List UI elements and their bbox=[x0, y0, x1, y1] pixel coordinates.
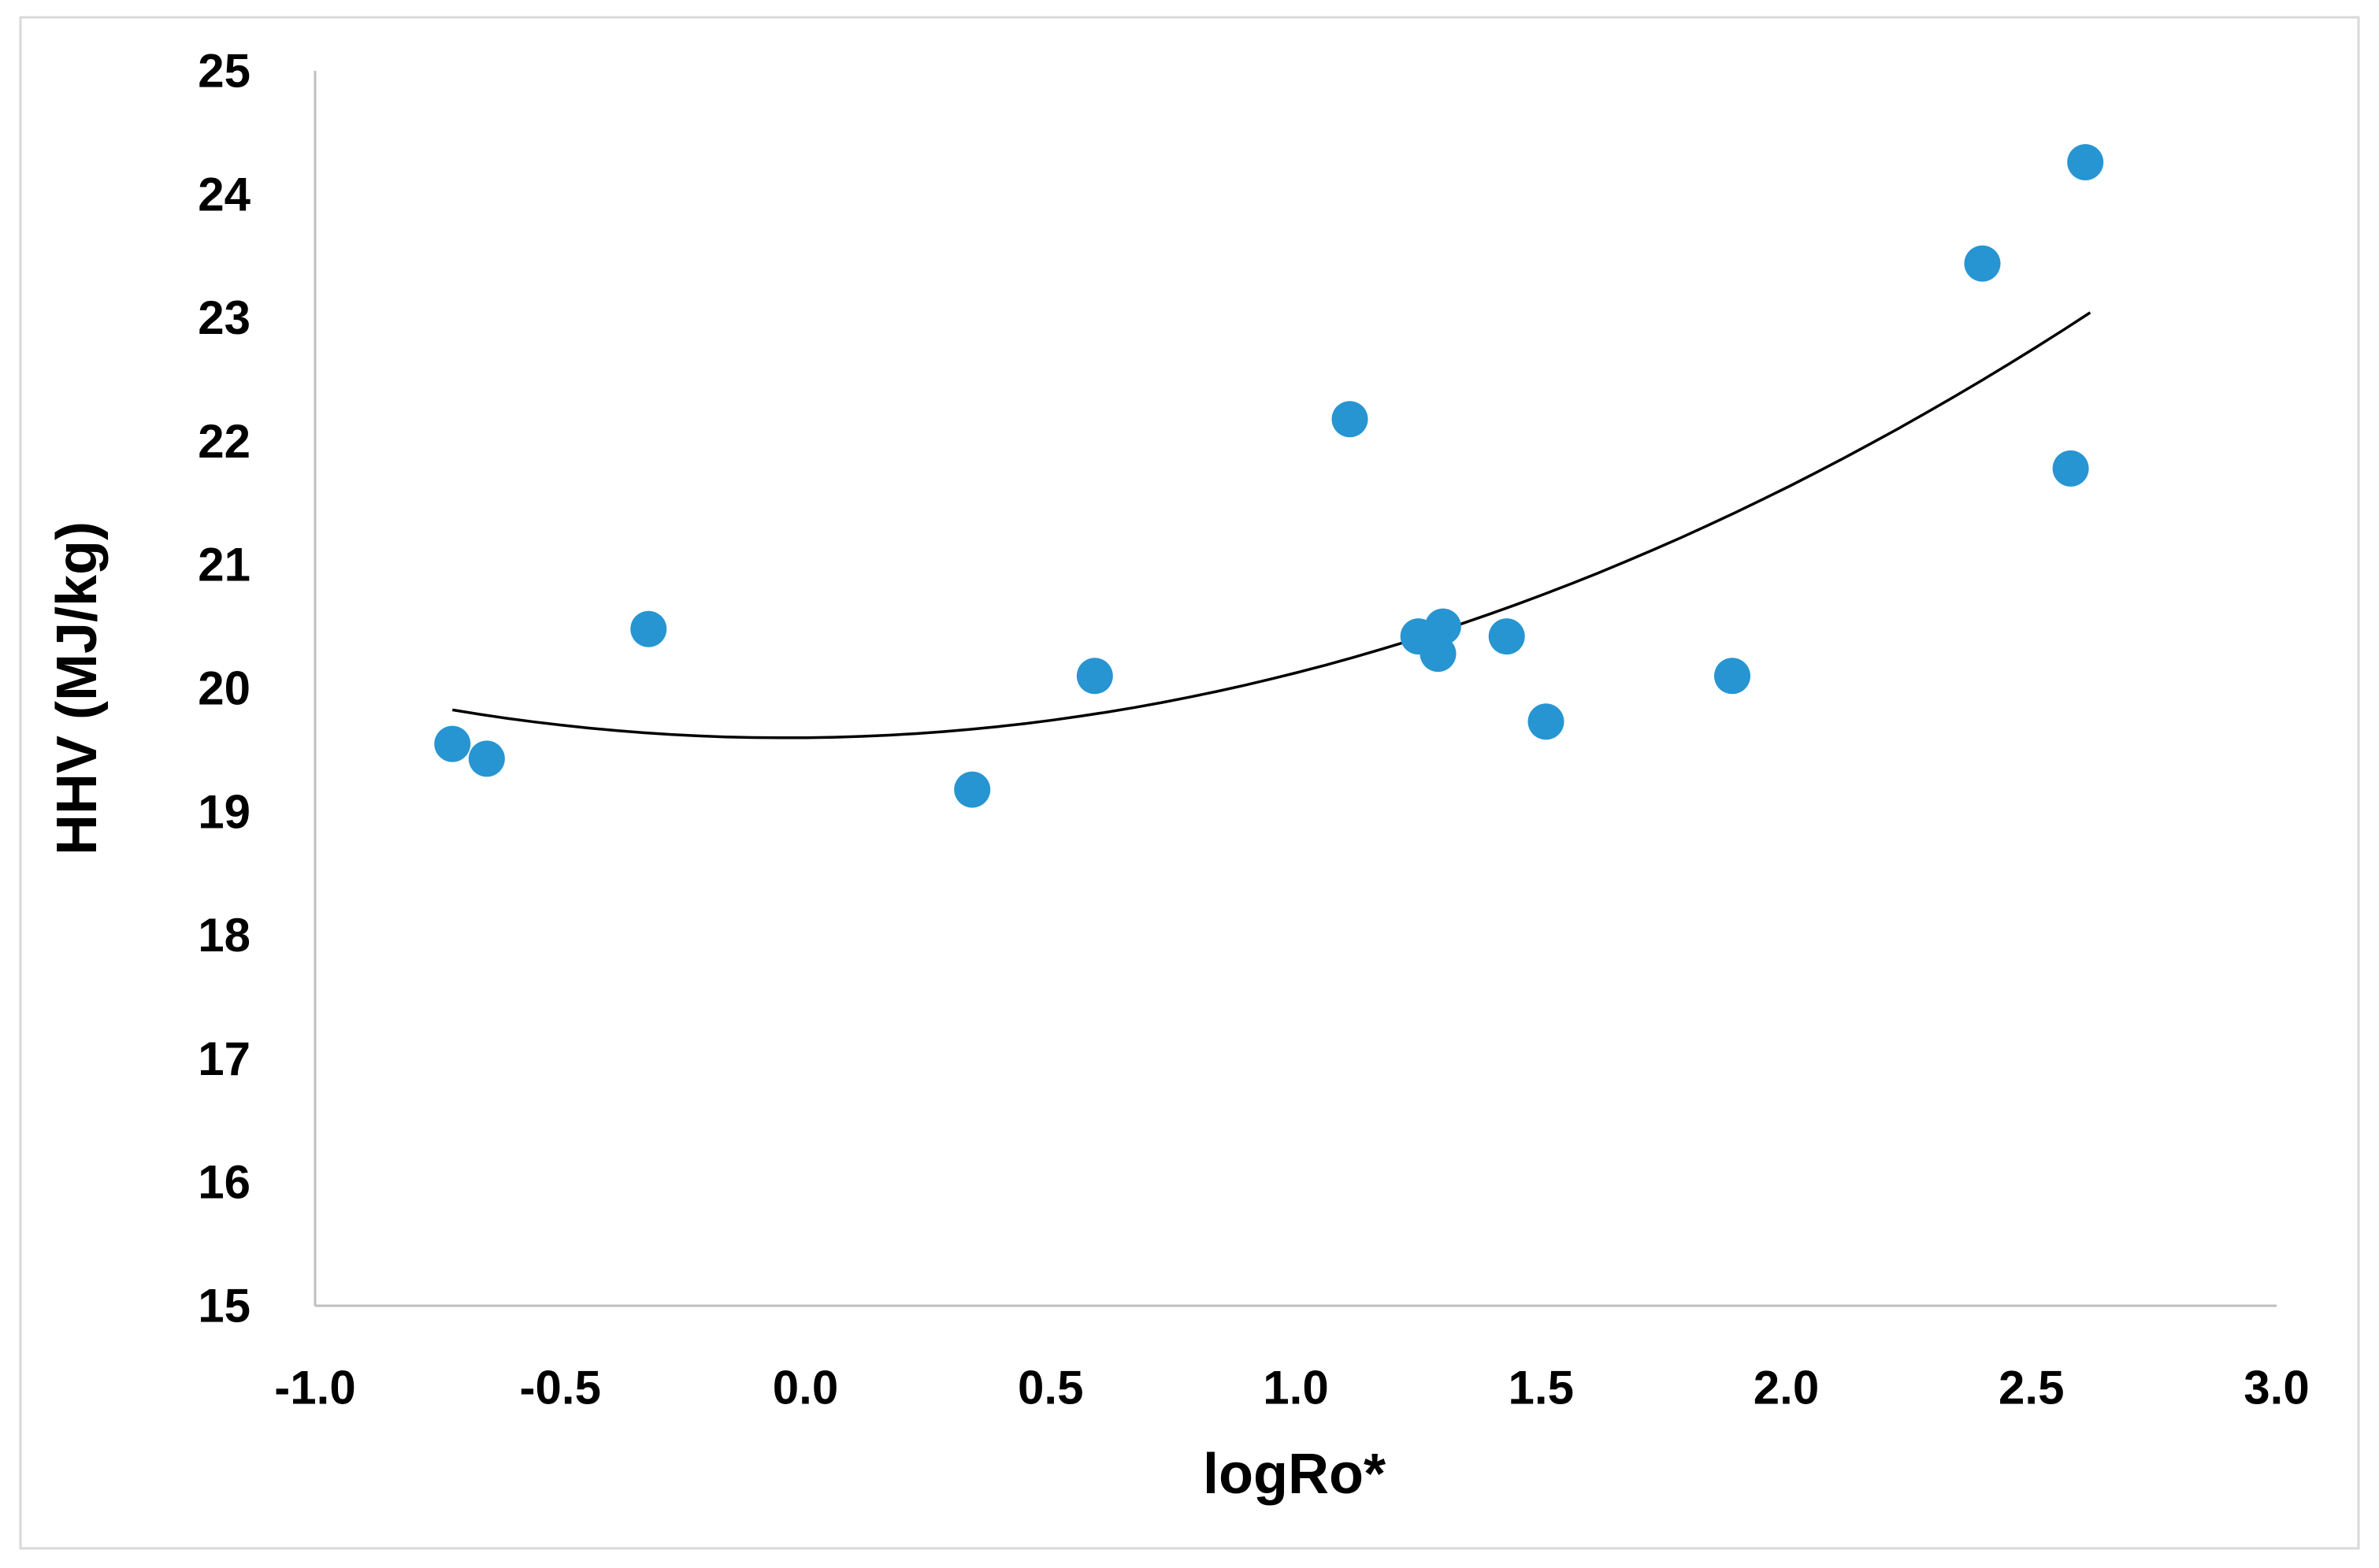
data-point bbox=[1424, 608, 1461, 645]
x-tick-label: -1.0 bbox=[274, 1362, 355, 1414]
x-tick-label: 0.0 bbox=[773, 1362, 838, 1414]
data-point bbox=[2067, 144, 2104, 180]
x-tick-label: 1.5 bbox=[1509, 1362, 1574, 1414]
x-tick-label: -0.5 bbox=[520, 1362, 601, 1414]
y-tick-label: 22 bbox=[198, 415, 251, 468]
y-tick-label: 18 bbox=[198, 909, 251, 962]
data-point bbox=[2052, 450, 2089, 487]
chart-border bbox=[19, 16, 2360, 1550]
data-point bbox=[1714, 658, 1750, 695]
data-point bbox=[1964, 245, 2001, 282]
x-tick-label: 1.0 bbox=[1263, 1362, 1328, 1414]
y-tick-label: 21 bbox=[198, 539, 251, 591]
y-tick-label: 19 bbox=[198, 785, 251, 838]
y-tick-label: 25 bbox=[198, 45, 251, 98]
data-point bbox=[1076, 658, 1113, 695]
data-point bbox=[1488, 618, 1525, 655]
y-tick-label: 15 bbox=[198, 1280, 251, 1333]
y-axis-tick-labels: 15 16 17 18 19 20 21 22 23 24 25 bbox=[198, 45, 251, 1333]
y-tick-label: 24 bbox=[198, 168, 251, 221]
data-point bbox=[434, 725, 471, 762]
data-point bbox=[630, 610, 667, 647]
data-point bbox=[954, 771, 991, 808]
x-tick-label: 3.0 bbox=[2244, 1362, 2309, 1414]
data-point bbox=[1420, 636, 1457, 673]
trend-line bbox=[452, 311, 2091, 740]
data-point bbox=[1331, 401, 1368, 438]
y-tick-label: 16 bbox=[198, 1156, 251, 1209]
y-tick-label: 23 bbox=[198, 291, 251, 344]
x-axis-tick-labels: -1.0 -0.5 0.0 0.5 1.0 1.5 2.0 2.5 3.0 bbox=[274, 1362, 2309, 1414]
x-axis-title: logRo* bbox=[1203, 1443, 1386, 1506]
x-tick-label: 2.0 bbox=[1754, 1362, 1819, 1414]
data-points bbox=[434, 144, 2104, 808]
y-tick-label: 17 bbox=[198, 1032, 251, 1085]
data-point bbox=[1527, 703, 1564, 740]
data-point bbox=[468, 740, 505, 777]
y-tick-label: 20 bbox=[198, 662, 251, 715]
x-tick-label: 2.5 bbox=[1999, 1362, 2064, 1414]
y-axis-title: HHV (MJ/kg) bbox=[46, 521, 109, 855]
x-tick-label: 0.5 bbox=[1018, 1362, 1083, 1414]
